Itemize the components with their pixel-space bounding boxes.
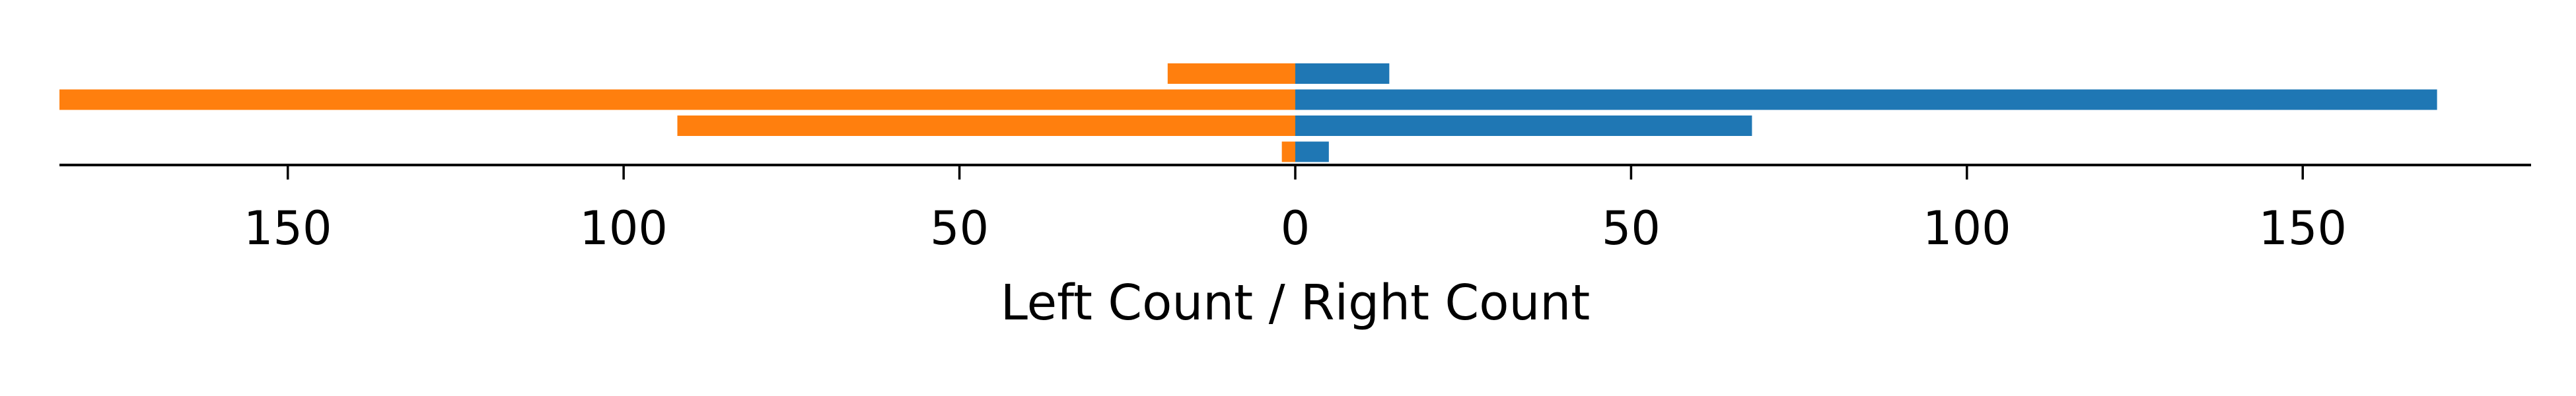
x-tick-label: 50 xyxy=(930,201,989,255)
x-tick-label: 50 xyxy=(1602,201,1661,255)
bar-left-row-1 xyxy=(1167,63,1295,84)
bar-left-row-3 xyxy=(677,116,1295,136)
x-tick-label: 150 xyxy=(244,201,332,255)
x-tick-label: 150 xyxy=(2258,201,2347,255)
bars-group xyxy=(59,63,2437,162)
x-tick-label: 0 xyxy=(1281,201,1310,255)
x-axis-label: Left Count / Right Count xyxy=(1001,275,1591,331)
bar-right-row-1 xyxy=(1295,63,1390,84)
bar-left-row-4 xyxy=(1281,141,1295,162)
x-tick-label: 100 xyxy=(1923,201,2011,255)
x-tick-label: 100 xyxy=(579,201,668,255)
x-axis-ticks: 150 100 50 0 50 100 150 xyxy=(244,165,2347,255)
bar-right-row-3 xyxy=(1295,116,1752,136)
bar-right-row-2 xyxy=(1295,89,2437,110)
bar-left-row-2 xyxy=(59,89,1295,110)
bar-right-row-4 xyxy=(1295,141,1329,162)
